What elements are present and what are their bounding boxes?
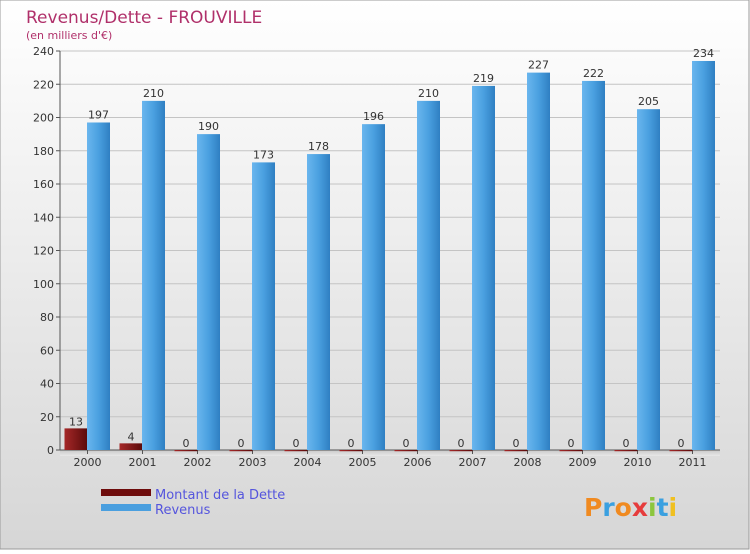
- data-label-revenus-2000: 197: [88, 108, 109, 121]
- brand-letter: i: [648, 493, 657, 522]
- x-tick-label-2002: 2002: [184, 456, 212, 469]
- brand-letter: P: [584, 493, 602, 522]
- brand-letter: t: [657, 493, 669, 522]
- plot-floor: [60, 450, 720, 456]
- x-tick-label-2003: 2003: [239, 456, 267, 469]
- bar-debt-2008: [504, 450, 528, 452]
- y-tick-label: 180: [33, 145, 54, 158]
- legend-swatch-revenus: [101, 504, 151, 511]
- y-tick-label: 40: [40, 378, 54, 391]
- bar-revenus-2003: [252, 162, 275, 450]
- bar-debt-2010: [614, 450, 638, 452]
- bar-revenus-2007: [472, 85, 495, 450]
- bar-revenus-2008: [527, 72, 550, 451]
- data-label-debt-2000: 13: [69, 415, 83, 428]
- legend-label-debt: Montant de la Dette: [155, 488, 285, 503]
- brand-letter: r: [602, 493, 615, 522]
- bar-debt-2007: [449, 450, 473, 452]
- data-label-revenus-2001: 210: [143, 87, 164, 100]
- brand-logo: Proxiti: [584, 493, 677, 522]
- data-label-revenus-2007: 219: [473, 72, 494, 85]
- brand-letter: o: [615, 493, 632, 522]
- y-tick-label: 60: [40, 344, 54, 357]
- bar-revenus-2009: [582, 80, 605, 451]
- y-tick-label: 0: [47, 444, 54, 457]
- bar-debt-2000: [64, 428, 88, 450]
- bar-revenus-2000: [87, 122, 110, 451]
- data-label-revenus-2010: 205: [638, 95, 659, 108]
- y-tick-label: 20: [40, 411, 54, 424]
- x-tick-label-2007: 2007: [459, 456, 487, 469]
- bar-revenus-2002: [197, 134, 220, 450]
- bar-debt-2009: [559, 450, 583, 452]
- bar-debt-2002: [174, 450, 198, 452]
- x-tick-label-2011: 2011: [679, 456, 707, 469]
- data-label-debt-2001: 4: [128, 430, 135, 443]
- data-label-debt-2009: 0: [568, 437, 575, 450]
- brand-letter: x: [632, 493, 648, 522]
- bars: [64, 60, 715, 452]
- data-label-debt-2005: 0: [348, 437, 355, 450]
- data-labels: 13 197 4 210 0 190 0 173 0 178 0 196 0 210 0 219 0 227 0 22…: [69, 47, 714, 450]
- legend-label-revenus: Revenus: [155, 503, 211, 518]
- x-tick-label-2010: 2010: [624, 456, 652, 469]
- data-label-debt-2006: 0: [403, 437, 410, 450]
- data-label-revenus-2005: 196: [363, 110, 384, 123]
- y-tick-label: 100: [33, 278, 54, 291]
- y-tick-label: 200: [33, 112, 54, 125]
- y-tick-label: 80: [40, 311, 54, 324]
- legend: Montant de la Dette Revenus: [101, 488, 285, 518]
- y-tick-label: 160: [33, 178, 54, 191]
- data-label-debt-2003: 0: [238, 437, 245, 450]
- data-label-revenus-2003: 173: [253, 148, 274, 161]
- bar-debt-2003: [229, 450, 253, 452]
- data-label-debt-2004: 0: [293, 437, 300, 450]
- bar-revenus-2005: [362, 124, 385, 451]
- y-tick-label: 220: [33, 78, 54, 91]
- data-label-revenus-2008: 227: [528, 59, 549, 72]
- x-tick-label-2008: 2008: [514, 456, 542, 469]
- legend-swatch-debt: [101, 489, 151, 496]
- chart-subtitle: (en milliers d'€): [26, 29, 112, 42]
- data-label-revenus-2004: 178: [308, 140, 329, 153]
- data-label-debt-2011: 0: [678, 437, 685, 450]
- x-tick-label-2005: 2005: [349, 456, 377, 469]
- chart-title: Revenus/Dette - FROUVILLE: [26, 8, 262, 28]
- data-label-revenus-2002: 190: [198, 120, 219, 133]
- data-label-debt-2007: 0: [458, 437, 465, 450]
- bar-debt-2004: [284, 450, 308, 452]
- y-tick-label: 140: [33, 211, 54, 224]
- y-tick-label: 120: [33, 245, 54, 258]
- bar-debt-2001: [119, 443, 143, 450]
- bar-revenus-2004: [307, 154, 330, 450]
- brand-logo-text: Proxiti: [584, 493, 677, 522]
- bar-revenus-2006: [417, 100, 440, 450]
- x-tick-label-2001: 2001: [129, 456, 157, 469]
- gridlines: [60, 50, 720, 451]
- data-label-debt-2002: 0: [183, 437, 190, 450]
- bar-debt-2005: [339, 450, 363, 452]
- bar-debt-2011: [669, 450, 693, 452]
- brand-letter: i: [669, 493, 678, 522]
- y-tick-label: 240: [33, 45, 54, 58]
- x-tick-label-2006: 2006: [404, 456, 432, 469]
- data-label-revenus-2009: 222: [583, 67, 604, 80]
- x-tick-label-2000: 2000: [74, 456, 102, 469]
- x-tick-label-2004: 2004: [294, 456, 322, 469]
- data-label-revenus-2006: 210: [418, 87, 439, 100]
- bar-revenus-2010: [637, 109, 660, 450]
- bar-debt-2006: [394, 450, 418, 452]
- bar-revenus-2001: [142, 100, 165, 450]
- bar-revenus-2011: [692, 60, 715, 450]
- x-tick-label-2009: 2009: [569, 456, 597, 469]
- data-label-revenus-2011: 234: [693, 47, 714, 60]
- data-label-debt-2010: 0: [623, 437, 630, 450]
- data-label-debt-2008: 0: [513, 437, 520, 450]
